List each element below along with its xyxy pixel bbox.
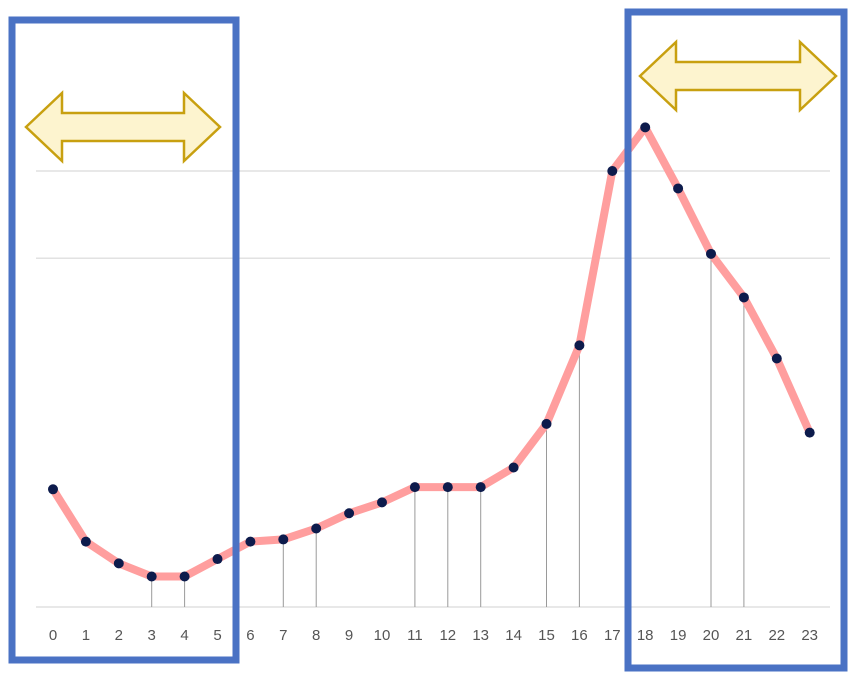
x-tick-label-17: 17 bbox=[604, 627, 621, 644]
data-point-6 bbox=[245, 536, 256, 547]
data-point-0 bbox=[48, 484, 58, 495]
data-point-23 bbox=[804, 427, 815, 438]
data-point-13 bbox=[475, 482, 486, 493]
series-line bbox=[49, 123, 814, 581]
data-point-18 bbox=[640, 122, 651, 133]
data-point-9 bbox=[344, 508, 355, 519]
data-point-16 bbox=[574, 340, 585, 351]
data-point-15 bbox=[541, 418, 552, 429]
x-tick-label-7: 7 bbox=[279, 627, 287, 644]
data-point-22 bbox=[771, 353, 782, 364]
highlight-box-2 bbox=[624, 8, 848, 672]
double-arrow-icon-2 bbox=[638, 39, 838, 113]
data-point-14 bbox=[508, 462, 519, 473]
gridlines bbox=[36, 170, 830, 608]
data-point-12 bbox=[442, 482, 453, 493]
x-tick-label-21: 21 bbox=[736, 627, 753, 644]
highlight-boxes bbox=[8, 8, 848, 672]
data-point-21 bbox=[738, 292, 749, 303]
x-axis-tick-labels: 0 1 2 3 4 5 6 7 8 9 10 11 12 13 14 15 16 17 18 19 20 21 22 23 bbox=[49, 627, 818, 644]
x-tick-label-8: 8 bbox=[312, 627, 320, 644]
x-tick-label-19: 19 bbox=[670, 627, 687, 644]
data-point-17 bbox=[607, 166, 618, 176]
data-point-7 bbox=[278, 534, 289, 545]
data-points bbox=[48, 122, 815, 582]
x-tick-label-3: 3 bbox=[148, 627, 156, 644]
x-tick-label-9: 9 bbox=[345, 627, 353, 644]
data-point-4 bbox=[179, 571, 190, 582]
x-tick-label-12: 12 bbox=[439, 627, 456, 644]
x-tick-label-2: 2 bbox=[115, 627, 123, 644]
x-tick-label-18: 18 bbox=[637, 627, 654, 644]
data-point-19 bbox=[673, 183, 684, 194]
x-tick-label-4: 4 bbox=[180, 627, 188, 644]
data-point-5 bbox=[212, 554, 223, 565]
data-point-8 bbox=[311, 523, 322, 534]
x-tick-label-20: 20 bbox=[703, 627, 720, 644]
x-tick-label-23: 23 bbox=[801, 627, 818, 644]
data-point-1 bbox=[80, 536, 91, 547]
x-tick-label-14: 14 bbox=[505, 627, 522, 644]
x-tick-label-5: 5 bbox=[213, 627, 221, 644]
data-point-2 bbox=[113, 558, 124, 569]
x-tick-label-22: 22 bbox=[768, 627, 785, 644]
x-tick-label-16: 16 bbox=[571, 627, 588, 644]
series-line-group bbox=[49, 123, 814, 581]
x-tick-label-10: 10 bbox=[374, 627, 391, 644]
data-point-11 bbox=[409, 482, 420, 493]
data-point-20 bbox=[706, 248, 716, 259]
drop-lines bbox=[151, 253, 745, 607]
x-tick-label-6: 6 bbox=[246, 627, 254, 644]
x-tick-label-1: 1 bbox=[82, 627, 90, 644]
data-point-3 bbox=[146, 571, 157, 582]
x-tick-label-15: 15 bbox=[538, 627, 555, 644]
x-tick-label-0: 0 bbox=[49, 627, 57, 644]
x-tick-label-11: 11 bbox=[407, 627, 423, 644]
data-point-10 bbox=[377, 497, 387, 508]
highlight-box-1 bbox=[8, 16, 240, 664]
x-tick-label-13: 13 bbox=[472, 627, 489, 644]
double-arrow-icon-1 bbox=[24, 90, 222, 164]
